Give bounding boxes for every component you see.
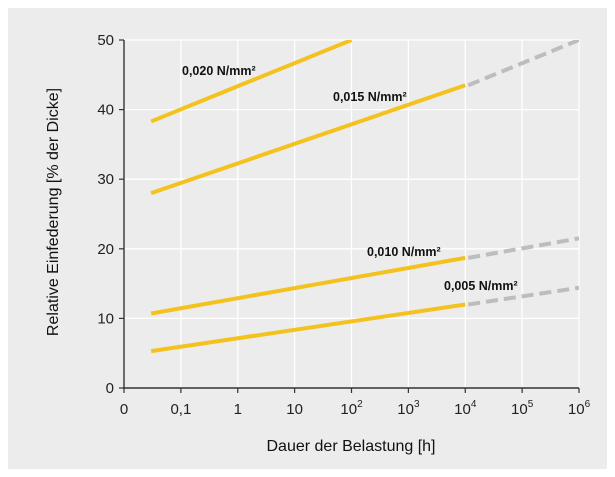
series-lines bbox=[150, 40, 579, 354]
x-tick-label: 106 bbox=[568, 399, 591, 418]
x-tick-label: 10 bbox=[286, 401, 303, 418]
series-extrapolation-2 bbox=[467, 40, 579, 88]
y-tick-label: 50 bbox=[97, 32, 114, 49]
series-label-4: 0,005 N/mm² bbox=[444, 279, 518, 293]
x-tick-label: 102 bbox=[340, 399, 363, 418]
x-tick-label: 103 bbox=[397, 399, 420, 418]
series-line-3 bbox=[150, 255, 466, 316]
x-axis-title: Dauer der Belastung [h] bbox=[267, 438, 436, 455]
x-tick-label: 1 bbox=[234, 401, 242, 418]
y-tick-label: 0 bbox=[106, 380, 114, 397]
x-tick-label: 0 bbox=[120, 401, 128, 418]
series-extrapolation-3 bbox=[467, 236, 579, 260]
series-line-2 bbox=[150, 83, 466, 196]
series-labels: 0,020 N/mm² 0,015 N/mm² 0,010 N/mm² 0,005 N… bbox=[182, 64, 518, 293]
axes bbox=[119, 39, 580, 393]
tick-labels: 0 10 20 30 40 50 0 0,1 1 10 102 103 104 105 106 bbox=[97, 32, 590, 418]
y-axis-title: Relative Einfederung [% der Dicke] bbox=[45, 88, 62, 336]
y-tick-label: 10 bbox=[97, 310, 114, 327]
series-extrapolation-4 bbox=[467, 285, 579, 307]
series-label-1: 0,020 N/mm² bbox=[182, 64, 256, 78]
series-line-1 bbox=[150, 40, 353, 124]
series-line-4 bbox=[150, 302, 466, 354]
y-tick-label: 30 bbox=[97, 171, 114, 188]
y-tick-label: 20 bbox=[97, 241, 114, 258]
x-tick-label: 104 bbox=[454, 399, 477, 418]
x-tick-label: 105 bbox=[511, 399, 534, 418]
y-tick-label: 40 bbox=[97, 102, 114, 119]
x-tick-label: 0,1 bbox=[170, 401, 191, 418]
series-label-2: 0,015 N/mm² bbox=[333, 90, 407, 104]
chart-panel bbox=[8, 8, 607, 469]
series-label-3: 0,010 N/mm² bbox=[367, 245, 441, 259]
